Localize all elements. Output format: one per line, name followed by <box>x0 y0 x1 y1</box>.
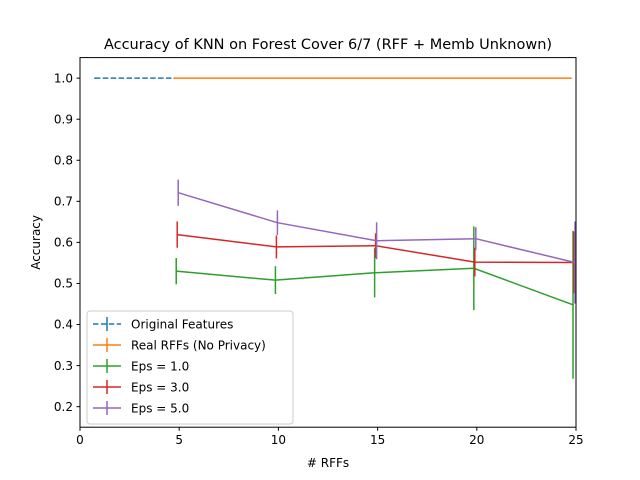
x-tick-label: 20 <box>469 433 484 447</box>
y-tick-label: 0.3 <box>54 359 73 373</box>
legend-label: Eps = 3.0 <box>131 380 189 394</box>
data-point <box>475 237 477 240</box>
data-point <box>572 304 574 306</box>
y-tick-label: 0.9 <box>54 112 73 126</box>
x-tick-label: 5 <box>175 433 183 447</box>
legend-item: Original Features <box>93 317 233 331</box>
series-3 <box>175 226 574 379</box>
data-point <box>176 233 179 236</box>
legend: Original Features Real RFFs (No Privacy) E… <box>86 310 294 425</box>
data-point <box>177 191 180 194</box>
legend-item: Eps = 1.0 <box>93 359 189 373</box>
data-point <box>276 221 279 224</box>
data-point <box>173 77 176 79</box>
y-tick-label: 0.2 <box>54 400 73 414</box>
data-point <box>175 270 178 272</box>
chart-title: Accuracy of KNN on Forest Cover 6/7 (RFF… <box>104 37 552 53</box>
y-tick-label: 0.7 <box>54 195 73 209</box>
legend-label: Real RFFs (No Privacy) <box>131 338 266 352</box>
data-point <box>94 77 96 79</box>
data-point <box>574 261 576 264</box>
series-5 <box>177 179 576 304</box>
legend-item: Eps = 3.0 <box>93 380 189 394</box>
data-point <box>375 239 378 242</box>
series-4 <box>176 221 575 294</box>
data-point <box>275 246 278 248</box>
y-tick-label: 0.6 <box>54 236 73 250</box>
y-tick-label: 0.5 <box>54 277 73 291</box>
data-point <box>274 279 277 281</box>
data-point <box>570 77 572 79</box>
legend-item: Eps = 5.0 <box>93 401 189 415</box>
x-tick-label: 15 <box>370 433 385 447</box>
y-tick-label: 0.8 <box>54 153 73 167</box>
y-tick-label: 1.0 <box>54 71 73 85</box>
series-2 <box>173 77 572 79</box>
legend-label: Eps = 1.0 <box>131 359 189 373</box>
legend-frame <box>86 310 294 425</box>
y-axis-label: Accuracy <box>29 215 43 270</box>
y-tick-label: 0.4 <box>54 318 73 332</box>
legend-item: Real RFFs (No Privacy) <box>93 338 266 352</box>
x-tick-label: 25 <box>568 433 583 447</box>
data-point <box>474 261 476 263</box>
legend-label: Eps = 5.0 <box>131 401 189 415</box>
x-tick-label: 0 <box>76 433 84 447</box>
x-tick-label: 10 <box>271 433 286 447</box>
legend-label: Original Features <box>131 317 233 331</box>
data-point <box>373 271 376 274</box>
series-1 <box>94 77 176 79</box>
x-axis-label: # RFFs <box>307 456 349 470</box>
